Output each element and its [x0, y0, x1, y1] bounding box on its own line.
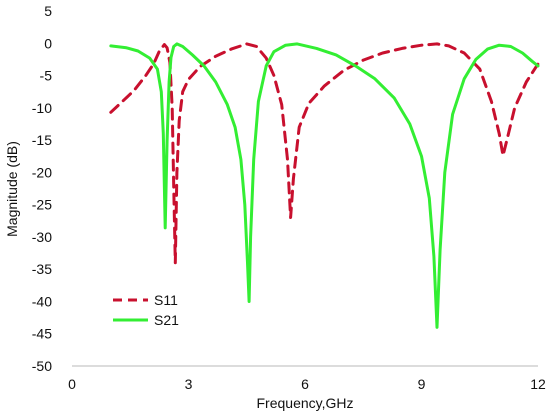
- x-tick-label: 6: [301, 376, 309, 392]
- y-tick-label: 0: [44, 35, 52, 51]
- y-axis-ticks: 5 0 -5 -10 -15 -20 -25 -30 -35 -40 -45 -50: [32, 3, 52, 374]
- y-tick-label: -20: [32, 164, 52, 180]
- y-tick-label: -25: [32, 197, 52, 213]
- y-tick-label: -10: [32, 100, 52, 116]
- legend-label-s11: S11: [154, 292, 178, 308]
- x-tick-label: 3: [185, 376, 193, 392]
- x-tick-label: 9: [418, 376, 426, 392]
- y-tick-label: -5: [40, 68, 53, 84]
- y-tick-label: -40: [32, 293, 52, 309]
- legend-label-s21: S21: [154, 312, 179, 328]
- y-tick-label: -30: [32, 229, 52, 245]
- y-axis-title: Magnitude (dB): [4, 141, 20, 237]
- y-tick-label: -45: [32, 326, 52, 342]
- y-tick-label: -35: [32, 261, 52, 277]
- legend: S11 S21: [113, 292, 179, 328]
- x-tick-label: 0: [68, 376, 76, 392]
- series-layer: [111, 44, 538, 327]
- y-tick-label: -15: [32, 132, 52, 148]
- x-axis-ticks: 0 3 6 9 12: [68, 376, 546, 392]
- x-tick-label: 12: [530, 376, 546, 392]
- y-tick-label: -50: [32, 358, 52, 374]
- series-line-s11: [111, 44, 538, 263]
- y-tick-label: 5: [44, 3, 52, 19]
- x-axis-title: Frequency,GHz: [257, 395, 354, 411]
